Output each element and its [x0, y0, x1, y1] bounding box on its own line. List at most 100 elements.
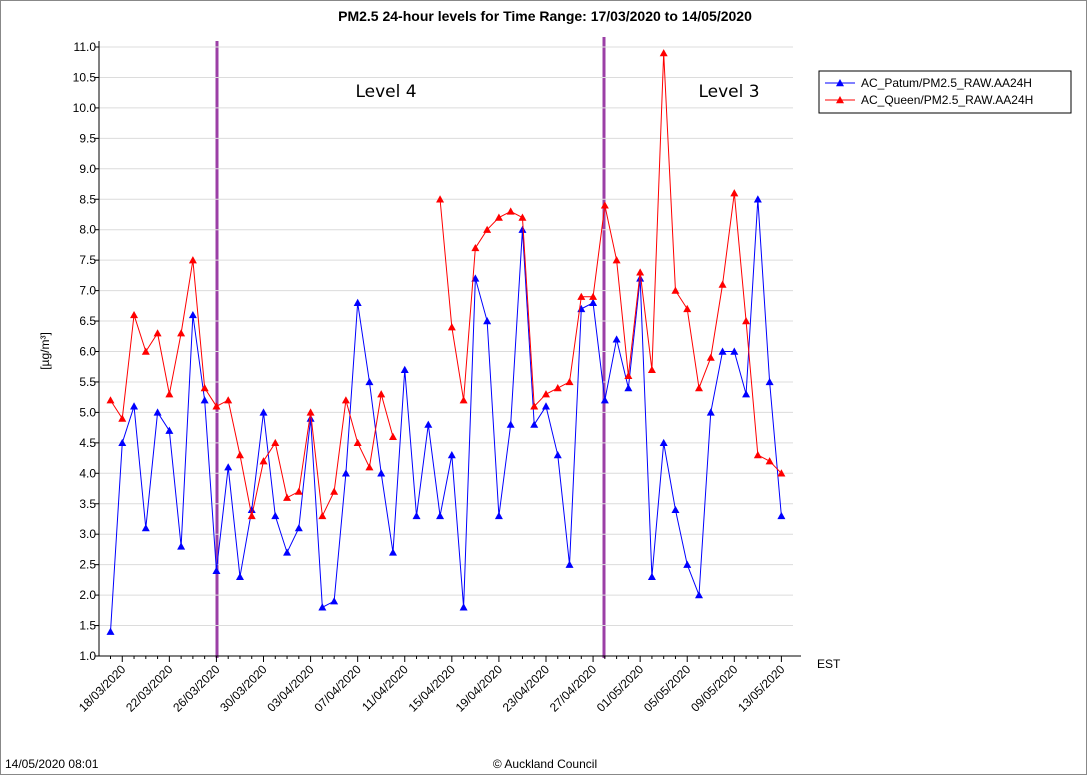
point-marker: [706, 408, 715, 416]
point-marker: [130, 402, 139, 410]
y-tick-label: 4.0: [79, 466, 96, 480]
point-marker: [294, 487, 303, 495]
legend-marker: [836, 79, 844, 87]
chart-title: PM2.5 24-hour levels for Time Range: 17/…: [338, 8, 752, 24]
legend-label: AC_Queen/PM2.5_RAW.AA24H: [861, 93, 1033, 107]
point-marker: [530, 402, 539, 410]
point-marker: [753, 195, 762, 203]
point-marker: [188, 256, 197, 264]
point-marker: [271, 438, 280, 447]
point-marker: [177, 329, 186, 337]
x-tick-label: 01/05/2020: [594, 662, 647, 715]
point-marker: [200, 396, 209, 404]
point-marker: [400, 365, 409, 373]
point-marker: [259, 457, 268, 465]
x-tick-label: 26/03/2020: [170, 662, 223, 715]
point-marker: [247, 505, 256, 514]
point-marker: [459, 603, 468, 611]
point-marker: [447, 323, 456, 331]
point-marker: [777, 511, 786, 520]
point-marker: [459, 396, 468, 404]
y-tick-label: 3.0: [79, 527, 96, 541]
x-tick-label: 03/04/2020: [264, 662, 317, 715]
point-marker: [695, 384, 703, 392]
point-marker: [777, 469, 786, 477]
point-marker: [765, 377, 774, 386]
point-marker: [518, 213, 527, 221]
point-marker: [212, 566, 221, 574]
point-marker: [436, 511, 445, 520]
point-marker: [200, 384, 209, 392]
point-marker: [353, 298, 362, 306]
point-marker: [165, 426, 174, 434]
point-marker: [636, 274, 645, 282]
y-tick-label: 9.5: [79, 131, 96, 145]
point-marker: [494, 213, 503, 221]
point-marker: [647, 365, 656, 373]
point-marker: [565, 377, 574, 386]
y-tick-label: 8.0: [79, 223, 96, 237]
point-marker: [153, 329, 162, 337]
x-tick-label: 11/04/2020: [359, 662, 411, 714]
point-marker: [365, 463, 374, 471]
point-marker: [506, 420, 515, 428]
point-marker: [318, 511, 327, 520]
point-marker: [212, 402, 221, 410]
point-marker: [683, 560, 692, 568]
point-marker: [412, 511, 421, 520]
point-marker: [388, 432, 397, 440]
point-marker: [224, 396, 233, 404]
annotation: Level 3: [698, 82, 759, 102]
point-marker: [341, 469, 350, 477]
point-marker: [330, 597, 339, 605]
x-tick-label: 07/04/2020: [311, 662, 364, 715]
x-tick-label: 27/04/2020: [547, 662, 600, 715]
point-marker: [424, 420, 433, 428]
point-marker: [671, 505, 680, 514]
point-marker: [647, 572, 656, 581]
point-marker: [118, 414, 127, 422]
y-tick-label: 2.0: [79, 588, 96, 602]
point-marker: [671, 286, 680, 294]
y-tick-label: 6.0: [79, 345, 96, 359]
y-tick-label: 1.0: [79, 649, 96, 663]
annotation: Level 4: [355, 82, 416, 102]
x-tick-label: 22/03/2020: [123, 662, 176, 715]
point-marker: [518, 225, 527, 233]
y-tick-label: 10.5: [73, 70, 97, 84]
point-marker: [177, 542, 186, 550]
point-marker: [530, 420, 539, 428]
point-marker: [577, 304, 586, 313]
point-marker: [624, 384, 633, 392]
point-marker: [471, 243, 480, 252]
point-marker: [365, 377, 374, 386]
point-marker: [106, 627, 115, 635]
point-marker: [306, 408, 315, 416]
point-marker: [624, 371, 633, 380]
x-tick-label: 19/04/2020: [453, 662, 506, 715]
point-marker: [165, 390, 174, 398]
point-marker: [235, 451, 244, 459]
point-marker: [765, 457, 774, 465]
point-marker: [353, 438, 362, 447]
point-marker: [130, 310, 139, 319]
point-marker: [283, 493, 292, 501]
point-marker: [483, 317, 492, 325]
y-tick-label: 3.5: [79, 497, 96, 511]
point-marker: [388, 548, 397, 556]
x-tick-label: 23/04/2020: [500, 662, 553, 715]
point-marker: [483, 225, 492, 233]
point-marker: [589, 298, 598, 306]
point-marker: [377, 390, 386, 398]
y-tick-label: 11.0: [74, 40, 97, 54]
y-tick-label: 7.0: [79, 284, 96, 298]
y-tick-label: 1.5: [79, 619, 96, 633]
y-tick-label: 5.5: [79, 375, 96, 389]
point-marker: [659, 49, 668, 57]
legend-box: [818, 70, 1072, 114]
x-tick-label: 18/03/2020: [76, 662, 129, 715]
point-marker: [330, 487, 339, 495]
point-marker: [118, 438, 127, 447]
point-marker: [141, 347, 150, 355]
